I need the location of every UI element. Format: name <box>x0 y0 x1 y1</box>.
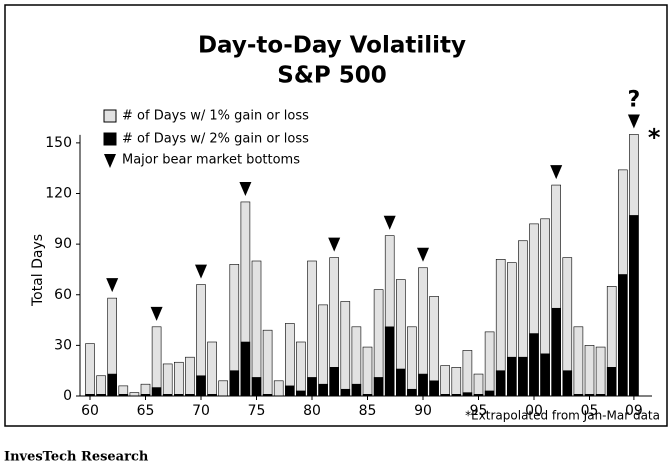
bar <box>462 350 473 397</box>
bar <box>495 370 506 397</box>
legend-label: # of Days w/ 2% gain or loss <box>122 132 309 147</box>
legend-swatch <box>103 132 117 146</box>
bar <box>218 380 228 397</box>
bar <box>529 333 539 397</box>
bear-market-marker <box>195 264 207 279</box>
bar <box>606 367 617 397</box>
bar <box>629 215 639 397</box>
bear-market-marker <box>383 215 396 230</box>
bar <box>284 385 295 397</box>
asterisk-annotation: * <box>648 123 661 151</box>
bear-market-marker <box>328 237 341 252</box>
x-tick-label: 60 <box>81 403 99 419</box>
bar <box>362 346 373 397</box>
question-annotation: ? <box>628 87 641 112</box>
bar <box>196 375 206 397</box>
bar <box>451 367 462 397</box>
bear-market-marker <box>550 165 563 180</box>
x-tick-label: 09 <box>625 403 643 419</box>
bar <box>373 377 384 397</box>
bar <box>329 367 340 397</box>
bar <box>251 377 262 397</box>
x-tick-label: 70 <box>192 403 210 419</box>
bar <box>407 388 417 397</box>
x-tick-label: 85 <box>359 403 377 419</box>
chart-subtitle: S&P 500 <box>277 63 387 89</box>
bear-market-marker <box>106 278 119 293</box>
bar <box>162 363 173 397</box>
bear-market-marker <box>627 114 640 129</box>
bar <box>440 365 451 397</box>
y-tick-label: 150 <box>45 135 72 151</box>
bar <box>284 323 295 397</box>
legend-label: Major bear market bottoms <box>122 153 300 168</box>
bar <box>407 326 417 397</box>
y-tick-label: 60 <box>54 287 72 303</box>
bar <box>351 383 362 397</box>
y-tick-label: 90 <box>54 236 72 252</box>
bar <box>584 345 595 397</box>
bar <box>318 383 328 397</box>
x-tick-label: 95 <box>470 403 488 419</box>
bar <box>429 380 439 397</box>
bar <box>318 304 328 397</box>
legend-swatch <box>103 109 117 123</box>
bar <box>240 341 251 397</box>
x-tick-label: 80 <box>303 403 321 419</box>
bar <box>595 346 606 397</box>
bar <box>384 326 395 397</box>
bar <box>551 307 562 397</box>
bar <box>96 375 106 397</box>
bar <box>85 343 95 397</box>
bear-market-marker <box>150 306 163 321</box>
bar <box>518 356 528 397</box>
y-tick-label: 120 <box>45 186 72 202</box>
bar <box>251 260 262 397</box>
bar <box>484 390 495 397</box>
source: InvesTech Research <box>4 450 149 465</box>
bar <box>151 387 162 397</box>
bar <box>562 370 573 397</box>
bar <box>395 368 406 397</box>
bar <box>573 326 584 397</box>
bar <box>185 356 195 397</box>
bar <box>273 380 284 397</box>
x-tick-label: 65 <box>137 403 155 419</box>
bear-market-marker <box>239 181 252 196</box>
bar <box>307 377 317 397</box>
bar <box>129 392 140 397</box>
bear-market-marker <box>417 247 429 262</box>
bar <box>540 353 550 397</box>
bar <box>229 370 240 397</box>
x-tick-label: 90 <box>414 403 432 419</box>
bar <box>296 390 306 397</box>
bar <box>473 373 484 397</box>
bar <box>262 329 273 397</box>
bar <box>617 274 628 397</box>
bar <box>296 341 306 397</box>
bar <box>107 373 117 397</box>
legend-marker <box>104 154 116 168</box>
bar <box>462 392 473 397</box>
legend-label: # of Days w/ 1% gain or loss <box>122 109 309 124</box>
bar <box>207 341 217 397</box>
x-tick-label: 00 <box>525 403 543 419</box>
x-tick-label: 05 <box>581 403 599 419</box>
footnote: *Extrapolated from Jan-Mar data <box>465 409 660 423</box>
bar <box>340 301 351 397</box>
bar <box>484 331 495 397</box>
bar <box>307 260 317 397</box>
bar <box>151 326 162 397</box>
bar <box>418 373 428 397</box>
bar <box>174 361 184 397</box>
bar <box>506 356 517 397</box>
chart-title: Day-to-Day Volatility <box>198 33 466 59</box>
y-tick-label: 30 <box>54 337 72 353</box>
x-tick-label: 75 <box>248 403 266 419</box>
bar <box>340 388 351 397</box>
y-tick-label: 0 <box>63 388 72 404</box>
y-axis-label: Total Days <box>30 234 46 307</box>
